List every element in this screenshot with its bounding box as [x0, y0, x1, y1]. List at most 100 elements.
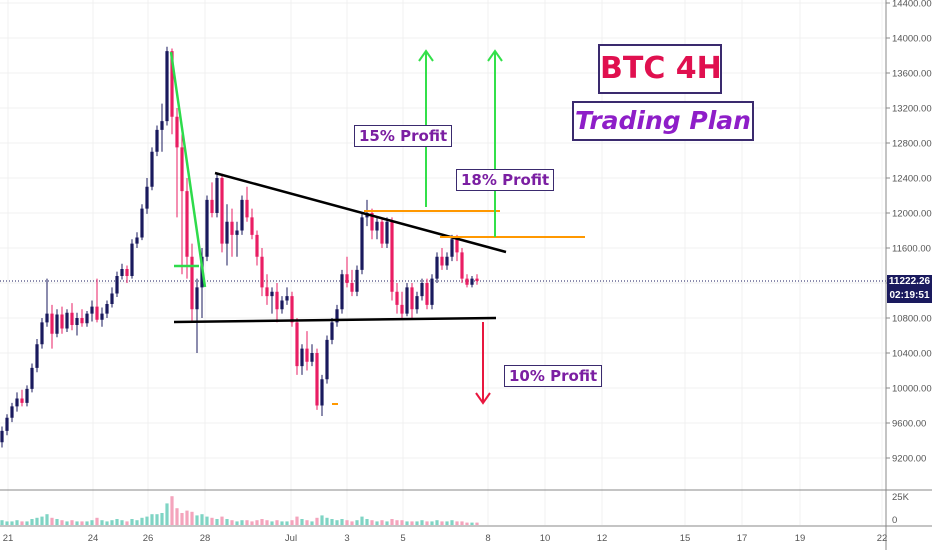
- volume-bar: [270, 521, 274, 525]
- time-tick-label: 21: [3, 533, 14, 544]
- price-tick-label: 14000.00: [892, 34, 932, 45]
- volume-bar: [195, 515, 199, 525]
- candle-body: [240, 199, 244, 231]
- volume-bar: [50, 517, 54, 525]
- candle-body: [175, 116, 179, 148]
- candle-body: [300, 348, 304, 367]
- volume-bar: [190, 511, 194, 525]
- volume-bar: [285, 521, 289, 525]
- candle-body: [165, 51, 169, 122]
- volume-bar: [180, 513, 184, 525]
- volume-bar: [435, 520, 439, 525]
- volume-bar: [325, 517, 329, 525]
- price-tick-label: 12800.00: [892, 139, 932, 150]
- candle-body: [115, 276, 119, 294]
- volume-bar: [395, 520, 399, 525]
- candle-body: [245, 199, 249, 218]
- volume-bar: [400, 520, 404, 525]
- volume-bar: [370, 520, 374, 525]
- profit-15-label: 15% Profit: [354, 125, 453, 147]
- candle-body: [205, 199, 209, 257]
- candle-body: [315, 353, 319, 406]
- time-tick-label: 5: [400, 533, 405, 544]
- candle-body: [145, 186, 149, 209]
- volume-bar: [80, 521, 84, 525]
- candle-body: [180, 147, 184, 192]
- price-tick-label: 13600.00: [892, 69, 932, 80]
- candle-body: [35, 344, 39, 368]
- volume-bar: [420, 520, 424, 525]
- candle-body: [280, 300, 284, 310]
- volume-bar: [205, 516, 209, 525]
- candle-body: [110, 293, 114, 304]
- chart-title: BTC 4H: [600, 51, 722, 86]
- candle-body: [130, 243, 134, 276]
- candle-body: [390, 221, 394, 292]
- volume-bar: [15, 520, 19, 525]
- candle-body: [355, 269, 359, 292]
- candlesticks: [0, 46, 479, 448]
- volume-bar: [410, 521, 414, 525]
- volume-bar: [390, 519, 394, 525]
- time-tick-label: 28: [200, 533, 211, 544]
- candle-body: [235, 230, 239, 235]
- candle-body: [305, 348, 309, 362]
- candle-body: [230, 221, 234, 235]
- candle-body: [255, 234, 259, 257]
- volume-bar: [465, 522, 469, 525]
- candle-body: [270, 291, 274, 297]
- time-tick-label: 3: [344, 533, 349, 544]
- candle-body: [20, 398, 24, 403]
- volume-bar: [440, 521, 444, 525]
- volume-bar: [45, 514, 49, 525]
- candle-body: [210, 199, 214, 213]
- candle-body: [350, 283, 354, 292]
- candle-body: [345, 274, 349, 283]
- profit-18-label: 18% Profit: [456, 169, 555, 191]
- candle-body: [55, 314, 59, 334]
- candle-body: [455, 239, 459, 253]
- grid-lines: [0, 0, 886, 525]
- volume-bar: [175, 508, 179, 525]
- volume-bar: [340, 519, 344, 525]
- volume-bar: [430, 521, 434, 525]
- title-box: BTC 4H: [598, 44, 722, 94]
- candle-body: [310, 353, 314, 362]
- volume-bar: [90, 520, 94, 525]
- volume-bar: [110, 520, 114, 525]
- volume-bars: [0, 496, 479, 525]
- drop-trendline: [169, 51, 207, 288]
- profit-15-arrow-head: [418, 49, 434, 62]
- candle-body: [60, 314, 64, 329]
- volume-bar: [5, 521, 9, 525]
- volume-bar: [75, 521, 79, 525]
- volume-bar: [100, 520, 104, 525]
- time-tick-label: 26: [143, 533, 154, 544]
- volume-bar: [310, 521, 314, 525]
- candle-body: [135, 237, 139, 244]
- volume-bar: [55, 519, 59, 525]
- candle-body: [380, 221, 384, 244]
- price-tick-label: 10000.00: [892, 384, 932, 395]
- candle-body: [150, 151, 154, 187]
- volume-bar: [300, 519, 304, 525]
- candle-body: [385, 221, 389, 244]
- volume-tick-label: 0: [892, 515, 897, 526]
- volume-bar: [320, 515, 324, 525]
- candle-body: [30, 367, 34, 389]
- time-tick-label: 24: [88, 533, 99, 544]
- candle-body: [325, 339, 329, 380]
- volume-bar: [405, 521, 409, 525]
- volume-bar: [220, 516, 224, 525]
- volume-bar: [460, 521, 464, 525]
- volume-bar: [155, 514, 159, 525]
- candle-body: [155, 129, 159, 152]
- candle-body: [360, 217, 364, 270]
- volume-bar: [315, 517, 319, 525]
- time-tick-label: 22: [877, 533, 888, 544]
- volume-bar: [170, 496, 174, 525]
- candle-body: [225, 221, 229, 244]
- time-tick-label: 15: [680, 533, 691, 544]
- candle-body: [395, 291, 399, 305]
